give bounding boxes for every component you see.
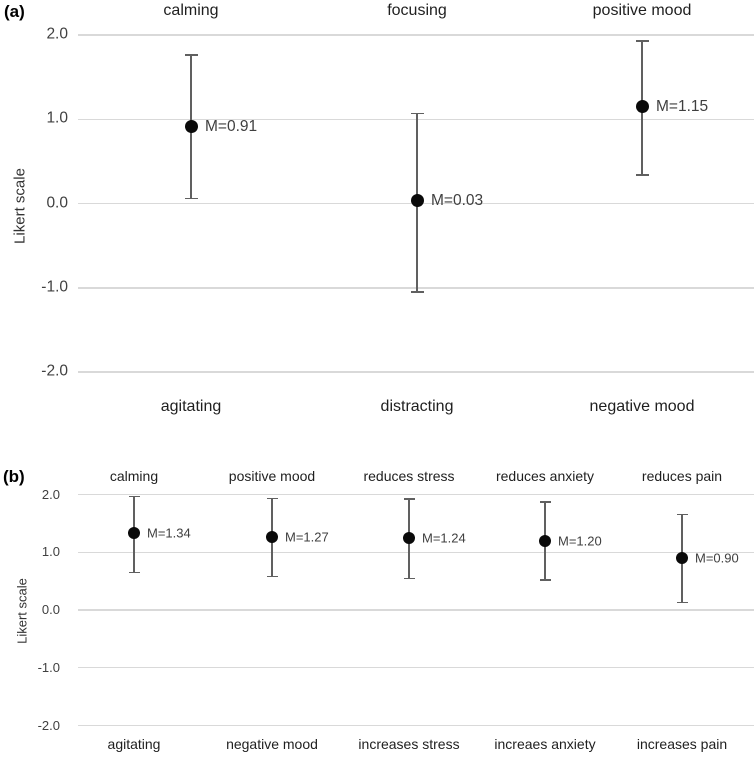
mean-dot: [266, 530, 278, 543]
y-axis-title-a: Likert scale: [11, 168, 29, 244]
category-label-bottom: increases pain: [636, 736, 728, 752]
mean-dot: [403, 532, 415, 545]
mean-dot: [128, 526, 140, 539]
mean-dot: [635, 100, 649, 114]
error-bar-cap-bottom: [539, 579, 551, 581]
error-bar-cap-bottom: [410, 291, 424, 293]
category-label-bottom: agitating: [107, 736, 161, 752]
error-bar-cap-bottom: [128, 571, 140, 574]
y-tick-label: 2.0: [46, 25, 68, 43]
mean-dot: [676, 552, 688, 565]
gridline: [78, 609, 754, 611]
error-bar-cap-top: [128, 495, 140, 497]
error-bar-cap-top: [676, 514, 688, 516]
category-label-top: positive mood: [592, 2, 692, 19]
error-bar-cap-bottom: [184, 197, 198, 200]
panel-b-letter: (b): [3, 467, 25, 486]
mean-dot: [410, 194, 424, 208]
error-bar-cap-top: [539, 501, 551, 503]
y-tick-label: 1.0: [46, 109, 68, 127]
y-tick-label: 0.0: [46, 194, 68, 212]
error-bar-cap-top: [266, 497, 278, 500]
category-label-bottom: distracting: [380, 398, 454, 415]
error-bar-cap-top: [410, 112, 424, 115]
mean-value-label: M=0.03: [431, 191, 484, 209]
mean-value-label: M=0.91: [205, 117, 258, 135]
y-tick-label: 0.0: [41, 602, 60, 618]
y-tick-label: 2.0: [41, 486, 60, 502]
panel-a-letter: (a): [4, 2, 25, 21]
category-label-top: calming: [163, 2, 219, 19]
category-label-bottom: negative mood: [589, 398, 695, 415]
gridline: [78, 118, 754, 120]
mean-value-label: M=1.24: [422, 530, 466, 546]
mean-dot: [539, 534, 551, 547]
category-label-bottom: agitating: [160, 398, 222, 415]
gridline: [78, 371, 754, 373]
category-label-top: reduces anxiety: [495, 468, 595, 484]
category-label-top: positive mood: [228, 468, 316, 484]
gridline: [78, 724, 754, 727]
error-bar-cap-bottom: [266, 575, 278, 578]
mean-dot: [184, 120, 198, 134]
category-label-top: reduces pain: [641, 468, 723, 484]
y-axis-title-b: Likert scale: [14, 578, 30, 644]
error-bar-cap-top: [184, 54, 198, 56]
category-label-top: calming: [109, 468, 159, 484]
error-bar-cap-bottom: [403, 577, 415, 579]
gridline: [78, 551, 754, 553]
y-tick-label: -1.0: [41, 278, 68, 296]
category-label-bottom: increaes anxiety: [494, 736, 596, 752]
error-bar-cap-top: [635, 40, 649, 42]
category-label-bottom: negative mood: [226, 736, 318, 752]
error-bar-cap-bottom: [635, 174, 649, 176]
gridline: [78, 34, 754, 36]
category-label-bottom: increases stress: [358, 736, 460, 752]
category-label-top: reduces stress: [363, 468, 455, 484]
gridline: [78, 667, 754, 669]
mean-value-label: M=1.27: [285, 529, 329, 545]
y-tick-label: -1.0: [37, 659, 60, 675]
mean-value-label: M=0.90: [695, 550, 739, 566]
y-tick-label: -2.0: [41, 362, 68, 380]
error-bar-cap-top: [403, 498, 415, 500]
gridline: [78, 493, 754, 496]
y-tick-label: 1.0: [41, 544, 60, 560]
mean-value-label: M=1.34: [147, 525, 191, 541]
category-label-top: focusing: [387, 2, 447, 19]
mean-value-label: M=1.15: [656, 97, 709, 115]
gridline: [78, 287, 754, 289]
mean-value-label: M=1.20: [558, 533, 602, 549]
error-bar-cap-bottom: [676, 601, 688, 604]
y-tick-label: -2.0: [37, 717, 60, 733]
